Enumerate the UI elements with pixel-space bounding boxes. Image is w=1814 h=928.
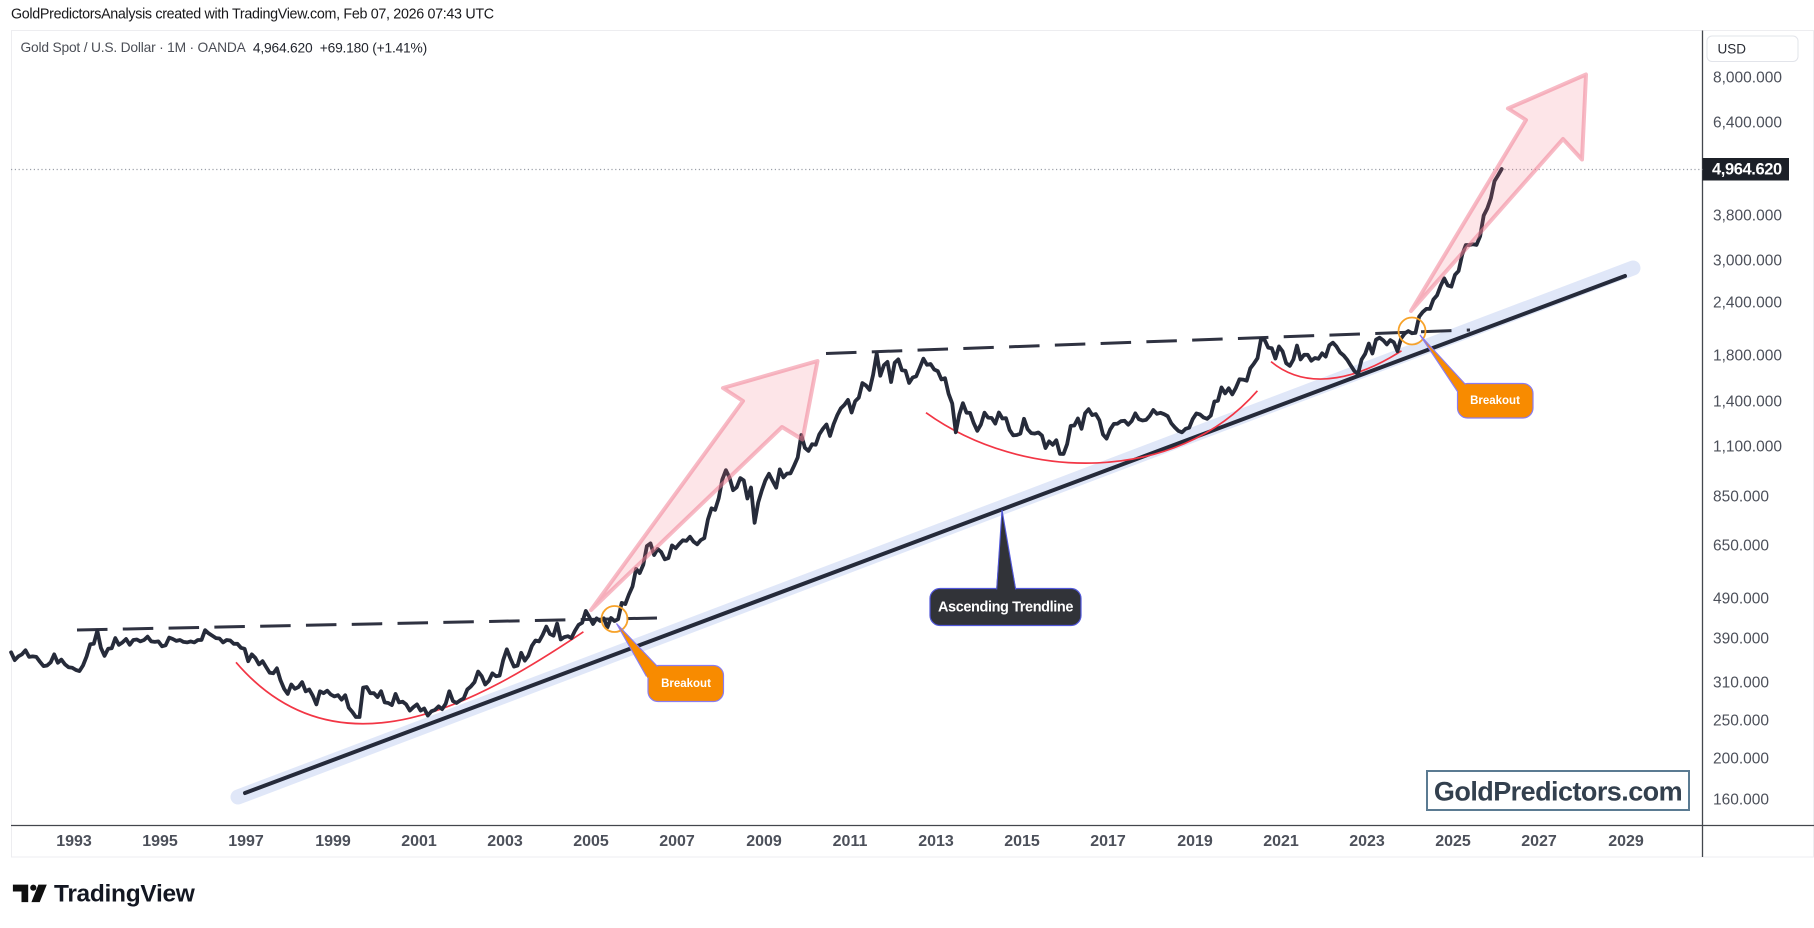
svg-text:4,964.620: 4,964.620 [1712,161,1782,179]
svg-text:2005: 2005 [573,833,609,850]
svg-text:2003: 2003 [487,833,523,850]
svg-text:2013: 2013 [918,833,954,850]
svg-text:2007: 2007 [659,833,695,850]
svg-text:2023: 2023 [1349,833,1385,850]
svg-text:Breakout: Breakout [661,678,711,690]
svg-text:Breakout: Breakout [1470,395,1520,407]
svg-text:Gold Spot / U.S. Dollar · 1M ·: Gold Spot / U.S. Dollar · 1M · OANDA 4,9… [21,40,428,55]
svg-text:USD: USD [1718,42,1747,57]
svg-text:390.000: 390.000 [1713,631,1769,648]
svg-text:8,000.000: 8,000.000 [1713,70,1782,87]
svg-text:2,400.000: 2,400.000 [1713,295,1782,312]
svg-text:2009: 2009 [746,833,782,850]
svg-text:6,400.000: 6,400.000 [1713,115,1782,132]
svg-text:2001: 2001 [401,833,437,850]
svg-text:GoldPredictorsAnalysis created: GoldPredictorsAnalysis created with Trad… [11,7,494,23]
svg-text:1997: 1997 [228,833,264,850]
svg-text:Ascending Trendline: Ascending Trendline [938,600,1073,616]
svg-text:310.000: 310.000 [1713,675,1769,692]
svg-text:2021: 2021 [1263,833,1299,850]
svg-text:2027: 2027 [1521,833,1557,850]
svg-text:1995: 1995 [142,833,178,850]
svg-text:2017: 2017 [1090,833,1126,850]
svg-text:250.000: 250.000 [1713,713,1769,730]
svg-text:1,100.000: 1,100.000 [1713,439,1782,456]
svg-text:1993: 1993 [56,833,92,850]
svg-text:1,800.000: 1,800.000 [1713,348,1782,365]
svg-text:490.000: 490.000 [1713,591,1769,608]
svg-text:650.000: 650.000 [1713,538,1769,555]
svg-text:1,400.000: 1,400.000 [1713,394,1782,411]
svg-text:1999: 1999 [315,833,351,850]
svg-text:3,800.000: 3,800.000 [1713,208,1782,225]
svg-text:GoldPredictors.com: GoldPredictors.com [1434,777,1682,807]
svg-text:160.000: 160.000 [1713,792,1769,809]
svg-text:200.000: 200.000 [1713,751,1769,768]
svg-text:2025: 2025 [1435,833,1471,850]
svg-text:3,000.000: 3,000.000 [1713,253,1782,270]
svg-text:TradingView: TradingView [54,881,196,908]
svg-text:2029: 2029 [1608,833,1644,850]
svg-text:2015: 2015 [1004,833,1040,850]
svg-text:850.000: 850.000 [1713,489,1769,506]
svg-text:2011: 2011 [833,833,868,850]
svg-text:2019: 2019 [1177,833,1213,850]
